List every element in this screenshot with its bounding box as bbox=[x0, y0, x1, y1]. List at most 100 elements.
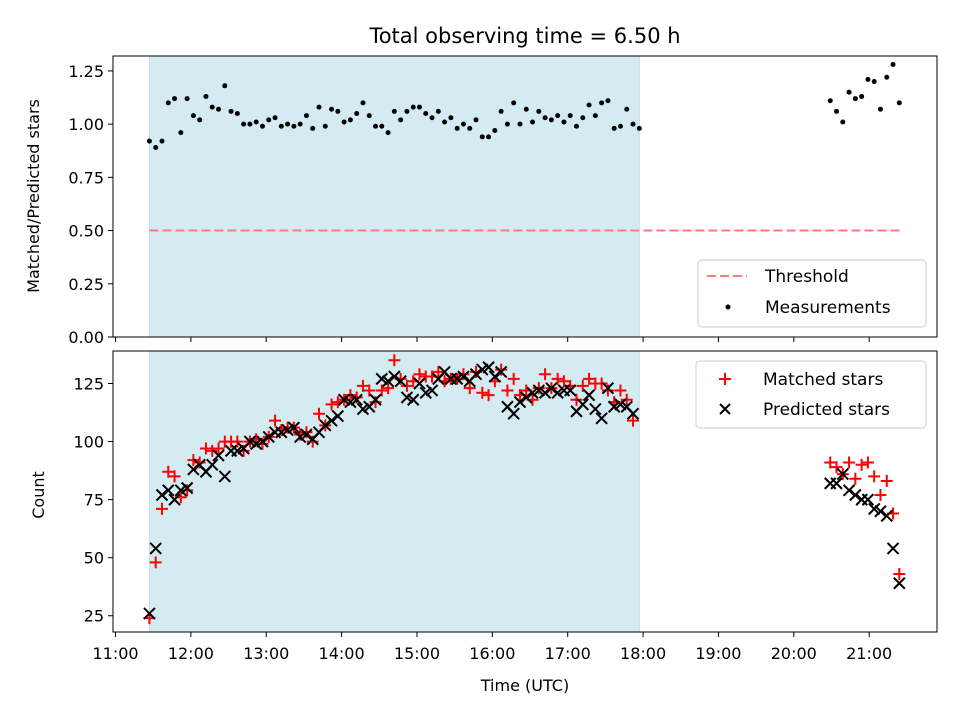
measurement-point bbox=[335, 108, 341, 114]
predicted-star-point bbox=[830, 477, 843, 490]
matched-star-point bbox=[855, 458, 868, 471]
measurement-point bbox=[473, 117, 479, 123]
predicted-star-point bbox=[538, 386, 552, 400]
predicted-star-point bbox=[886, 542, 900, 555]
matched-star-point bbox=[313, 407, 325, 420]
predicted-star-point bbox=[187, 463, 200, 476]
predicted-star-point bbox=[325, 414, 338, 427]
measurement-point bbox=[442, 119, 448, 125]
predicted-star-point bbox=[180, 481, 194, 495]
matched-star-point bbox=[375, 384, 388, 397]
matched-star-point bbox=[350, 391, 363, 404]
predicted-star-point bbox=[162, 484, 175, 497]
measurement-point bbox=[310, 125, 316, 131]
matched-star-point bbox=[256, 437, 269, 450]
measurement-point bbox=[165, 100, 171, 106]
matched-star-point bbox=[570, 393, 583, 406]
measurement-point bbox=[530, 119, 536, 125]
measurement-point bbox=[636, 125, 642, 131]
measurement-point bbox=[410, 104, 416, 110]
predicted-star-point bbox=[582, 388, 596, 402]
predicted-star-point bbox=[287, 421, 301, 434]
predicted-star-point bbox=[300, 428, 313, 441]
measurement-point bbox=[184, 96, 190, 102]
measurement-point bbox=[429, 115, 435, 121]
bottom-legend: Matched stars Predicted stars bbox=[695, 360, 927, 429]
legend-matched-swatch bbox=[719, 373, 731, 385]
measurement-point bbox=[611, 125, 617, 131]
predicted-star-point bbox=[413, 377, 426, 390]
bottom-plot-area: 25 50 75 100 125 11:00 12:00 13:00 14:00 15:00 16:… bbox=[73, 350, 906, 663]
measurement-point bbox=[416, 104, 422, 110]
matched-star-point bbox=[187, 454, 200, 467]
predicted-star-point bbox=[206, 458, 219, 472]
matched-star-point bbox=[294, 428, 307, 441]
predicted-star-point bbox=[589, 402, 602, 416]
measurement-point bbox=[190, 113, 196, 119]
measurement-point bbox=[517, 121, 523, 127]
predicted-star-point bbox=[212, 449, 225, 462]
matched-star-point bbox=[306, 435, 319, 448]
measurement-point bbox=[580, 115, 586, 121]
bottom-legend-box bbox=[695, 360, 927, 429]
matched-star-point bbox=[824, 456, 837, 469]
bottom-y-tick-label: 100 bbox=[73, 433, 104, 452]
measurement-point bbox=[341, 119, 347, 125]
predicted-star-point bbox=[457, 370, 470, 383]
measurement-point bbox=[548, 117, 554, 123]
matched-star-point bbox=[413, 368, 426, 381]
bottom-y-tick-label: 25 bbox=[84, 607, 104, 626]
measurement-point bbox=[460, 121, 466, 127]
predicted-star-point bbox=[388, 370, 401, 383]
matched-star-point bbox=[206, 444, 219, 457]
measurement-point bbox=[322, 123, 328, 129]
predicted-star-point bbox=[319, 419, 332, 432]
x-tick-label: 15:00 bbox=[394, 644, 440, 663]
measurement-point bbox=[834, 108, 840, 114]
measurement-point bbox=[599, 100, 605, 106]
matched-star-point bbox=[369, 396, 382, 409]
x-tick-label: 11:00 bbox=[92, 644, 138, 663]
measurement-point bbox=[504, 121, 510, 127]
matched-star-point bbox=[300, 426, 313, 439]
x-tick-label: 16:00 bbox=[469, 644, 515, 663]
measurement-point bbox=[203, 93, 209, 99]
predicted-star-point bbox=[218, 470, 232, 483]
matched-star-point bbox=[356, 379, 369, 392]
measurement-point bbox=[316, 104, 322, 110]
matched-star-point bbox=[576, 379, 589, 392]
measurement-point bbox=[228, 108, 234, 114]
measurement-point bbox=[586, 102, 592, 108]
predicted-star-point bbox=[601, 381, 615, 395]
measurement-point bbox=[871, 79, 877, 85]
x-tick-label: 21:00 bbox=[846, 644, 892, 663]
matched-star-point bbox=[868, 470, 881, 483]
matched-star-point bbox=[363, 384, 376, 397]
top-y-tick-label: 0.50 bbox=[68, 222, 104, 241]
matched-star-point bbox=[476, 386, 489, 399]
measurement-point bbox=[827, 98, 833, 104]
top-y-axis-label: Matched/Predicted stars bbox=[24, 99, 43, 293]
matched-star-point bbox=[830, 461, 843, 474]
matched-star-point bbox=[861, 456, 874, 469]
legend-predicted-swatch bbox=[719, 403, 731, 415]
matched-star-point bbox=[463, 382, 476, 395]
predicted-star-point bbox=[425, 384, 439, 397]
measurement-point bbox=[398, 117, 404, 123]
predicted-star-point bbox=[488, 370, 502, 383]
top-legend-box bbox=[697, 259, 927, 328]
predicted-star-point bbox=[155, 488, 169, 502]
measurement-point bbox=[492, 128, 498, 134]
measurement-point bbox=[360, 100, 366, 106]
predicted-star-point bbox=[369, 393, 382, 406]
top-observing-window bbox=[148, 55, 640, 338]
predicted-star-point bbox=[893, 577, 906, 590]
measurement-point bbox=[624, 106, 630, 112]
matched-star-point bbox=[627, 414, 640, 427]
measurement-point bbox=[555, 113, 561, 119]
matched-star-point bbox=[551, 372, 564, 385]
measurement-point bbox=[542, 115, 548, 121]
measurement-point bbox=[630, 121, 636, 127]
matched-star-point bbox=[432, 365, 445, 378]
measurement-point bbox=[329, 106, 335, 112]
